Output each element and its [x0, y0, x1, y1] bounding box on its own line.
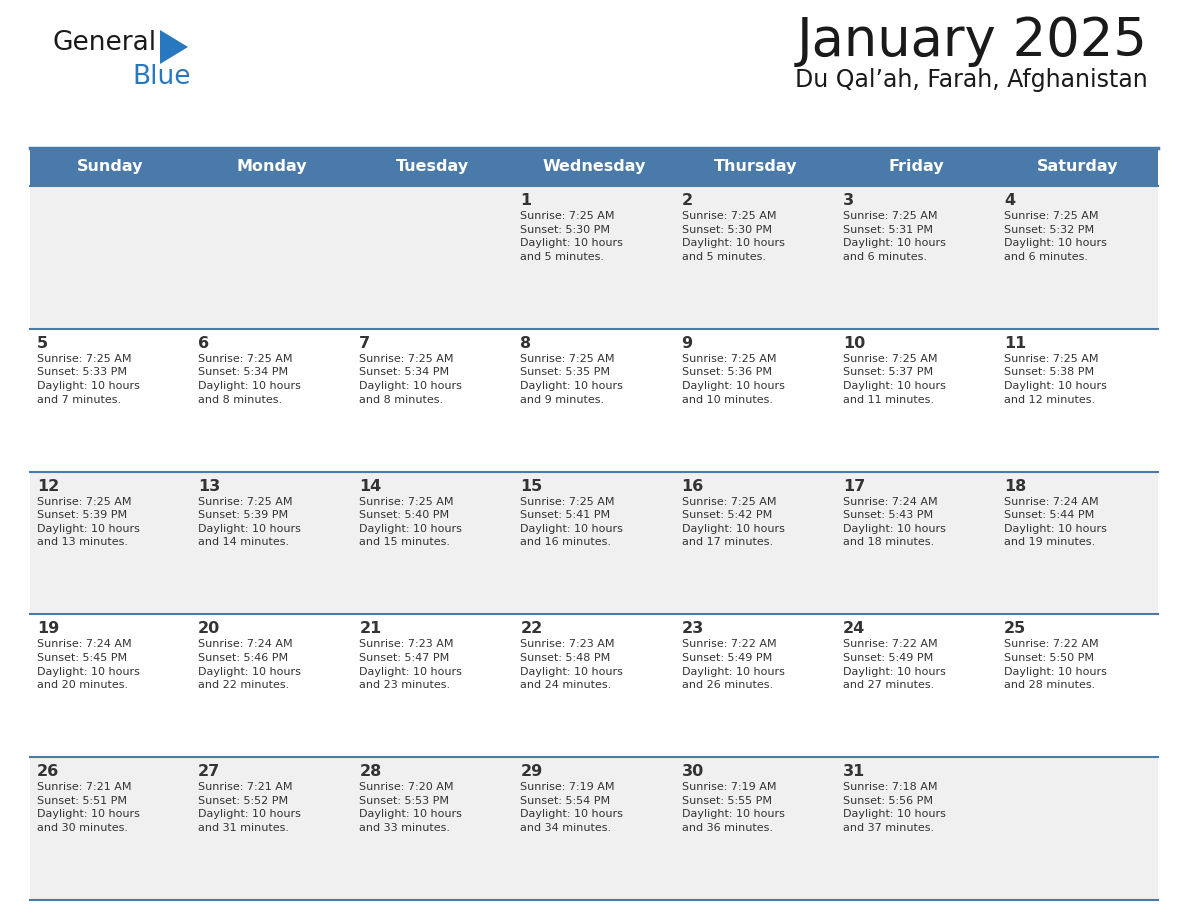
Text: Sunrise: 7:24 AM
Sunset: 5:45 PM
Daylight: 10 hours
and 20 minutes.: Sunrise: 7:24 AM Sunset: 5:45 PM Dayligh… [37, 640, 140, 690]
Text: 29: 29 [520, 764, 543, 779]
Text: 21: 21 [359, 621, 381, 636]
Text: Sunrise: 7:25 AM
Sunset: 5:35 PM
Daylight: 10 hours
and 9 minutes.: Sunrise: 7:25 AM Sunset: 5:35 PM Dayligh… [520, 353, 624, 405]
Text: Sunrise: 7:25 AM
Sunset: 5:42 PM
Daylight: 10 hours
and 17 minutes.: Sunrise: 7:25 AM Sunset: 5:42 PM Dayligh… [682, 497, 784, 547]
Bar [30, 186, 1158, 329]
Text: Sunrise: 7:24 AM
Sunset: 5:46 PM
Daylight: 10 hours
and 22 minutes.: Sunrise: 7:24 AM Sunset: 5:46 PM Dayligh… [198, 640, 301, 690]
Text: Wednesday: Wednesday [542, 160, 646, 174]
Text: 1: 1 [520, 193, 531, 208]
Text: Sunrise: 7:22 AM
Sunset: 5:50 PM
Daylight: 10 hours
and 28 minutes.: Sunrise: 7:22 AM Sunset: 5:50 PM Dayligh… [1004, 640, 1107, 690]
Text: Sunrise: 7:25 AM
Sunset: 5:37 PM
Daylight: 10 hours
and 11 minutes.: Sunrise: 7:25 AM Sunset: 5:37 PM Dayligh… [842, 353, 946, 405]
Text: Sunrise: 7:25 AM
Sunset: 5:40 PM
Daylight: 10 hours
and 15 minutes.: Sunrise: 7:25 AM Sunset: 5:40 PM Dayligh… [359, 497, 462, 547]
Bar [30, 614, 1158, 757]
Text: 18: 18 [1004, 478, 1026, 494]
Polygon shape [160, 30, 188, 64]
Text: Sunrise: 7:24 AM
Sunset: 5:43 PM
Daylight: 10 hours
and 18 minutes.: Sunrise: 7:24 AM Sunset: 5:43 PM Dayligh… [842, 497, 946, 547]
Text: Monday: Monday [236, 160, 307, 174]
Text: Blue: Blue [132, 64, 190, 90]
Text: Sunrise: 7:25 AM
Sunset: 5:39 PM
Daylight: 10 hours
and 14 minutes.: Sunrise: 7:25 AM Sunset: 5:39 PM Dayligh… [198, 497, 301, 547]
Text: Sunrise: 7:25 AM
Sunset: 5:36 PM
Daylight: 10 hours
and 10 minutes.: Sunrise: 7:25 AM Sunset: 5:36 PM Dayligh… [682, 353, 784, 405]
Text: 5: 5 [37, 336, 49, 351]
Text: General: General [52, 30, 156, 56]
Text: Sunrise: 7:25 AM
Sunset: 5:33 PM
Daylight: 10 hours
and 7 minutes.: Sunrise: 7:25 AM Sunset: 5:33 PM Dayligh… [37, 353, 140, 405]
Text: Sunrise: 7:25 AM
Sunset: 5:30 PM
Daylight: 10 hours
and 5 minutes.: Sunrise: 7:25 AM Sunset: 5:30 PM Dayligh… [682, 211, 784, 262]
Text: Saturday: Saturday [1037, 160, 1118, 174]
Text: 17: 17 [842, 478, 865, 494]
Text: Sunrise: 7:25 AM
Sunset: 5:34 PM
Daylight: 10 hours
and 8 minutes.: Sunrise: 7:25 AM Sunset: 5:34 PM Dayligh… [198, 353, 301, 405]
Text: 19: 19 [37, 621, 59, 636]
Text: Sunrise: 7:23 AM
Sunset: 5:48 PM
Daylight: 10 hours
and 24 minutes.: Sunrise: 7:23 AM Sunset: 5:48 PM Dayligh… [520, 640, 624, 690]
Bar [30, 757, 1158, 900]
Text: 3: 3 [842, 193, 854, 208]
Text: 23: 23 [682, 621, 703, 636]
Text: 24: 24 [842, 621, 865, 636]
Text: Sunrise: 7:25 AM
Sunset: 5:41 PM
Daylight: 10 hours
and 16 minutes.: Sunrise: 7:25 AM Sunset: 5:41 PM Dayligh… [520, 497, 624, 547]
Text: Sunday: Sunday [77, 160, 144, 174]
Text: 10: 10 [842, 336, 865, 351]
Text: 8: 8 [520, 336, 531, 351]
Text: Sunrise: 7:22 AM
Sunset: 5:49 PM
Daylight: 10 hours
and 26 minutes.: Sunrise: 7:22 AM Sunset: 5:49 PM Dayligh… [682, 640, 784, 690]
Bar [30, 472, 1158, 614]
Text: 22: 22 [520, 621, 543, 636]
Text: 7: 7 [359, 336, 371, 351]
Text: 30: 30 [682, 764, 703, 779]
Text: 31: 31 [842, 764, 865, 779]
Text: Friday: Friday [889, 160, 944, 174]
Text: 2: 2 [682, 193, 693, 208]
Text: Tuesday: Tuesday [397, 160, 469, 174]
Text: 16: 16 [682, 478, 703, 494]
Text: 27: 27 [198, 764, 221, 779]
Text: 9: 9 [682, 336, 693, 351]
Text: 4: 4 [1004, 193, 1015, 208]
Text: Du Qal’ah, Farah, Afghanistan: Du Qal’ah, Farah, Afghanistan [795, 68, 1148, 92]
Text: Sunrise: 7:22 AM
Sunset: 5:49 PM
Daylight: 10 hours
and 27 minutes.: Sunrise: 7:22 AM Sunset: 5:49 PM Dayligh… [842, 640, 946, 690]
Text: 26: 26 [37, 764, 59, 779]
Text: Sunrise: 7:19 AM
Sunset: 5:54 PM
Daylight: 10 hours
and 34 minutes.: Sunrise: 7:19 AM Sunset: 5:54 PM Dayligh… [520, 782, 624, 833]
Text: 14: 14 [359, 478, 381, 494]
Text: Sunrise: 7:25 AM
Sunset: 5:31 PM
Daylight: 10 hours
and 6 minutes.: Sunrise: 7:25 AM Sunset: 5:31 PM Dayligh… [842, 211, 946, 262]
Text: Sunrise: 7:25 AM
Sunset: 5:30 PM
Daylight: 10 hours
and 5 minutes.: Sunrise: 7:25 AM Sunset: 5:30 PM Dayligh… [520, 211, 624, 262]
Text: 15: 15 [520, 478, 543, 494]
Text: Sunrise: 7:21 AM
Sunset: 5:51 PM
Daylight: 10 hours
and 30 minutes.: Sunrise: 7:21 AM Sunset: 5:51 PM Dayligh… [37, 782, 140, 833]
Text: 25: 25 [1004, 621, 1026, 636]
Text: 6: 6 [198, 336, 209, 351]
Text: Sunrise: 7:21 AM
Sunset: 5:52 PM
Daylight: 10 hours
and 31 minutes.: Sunrise: 7:21 AM Sunset: 5:52 PM Dayligh… [198, 782, 301, 833]
Text: 28: 28 [359, 764, 381, 779]
Text: Sunrise: 7:19 AM
Sunset: 5:55 PM
Daylight: 10 hours
and 36 minutes.: Sunrise: 7:19 AM Sunset: 5:55 PM Dayligh… [682, 782, 784, 833]
Text: 20: 20 [198, 621, 221, 636]
Text: Sunrise: 7:23 AM
Sunset: 5:47 PM
Daylight: 10 hours
and 23 minutes.: Sunrise: 7:23 AM Sunset: 5:47 PM Dayligh… [359, 640, 462, 690]
Text: 11: 11 [1004, 336, 1026, 351]
Bar [30, 148, 1158, 186]
Text: Sunrise: 7:20 AM
Sunset: 5:53 PM
Daylight: 10 hours
and 33 minutes.: Sunrise: 7:20 AM Sunset: 5:53 PM Dayligh… [359, 782, 462, 833]
Text: Thursday: Thursday [713, 160, 797, 174]
Text: January 2025: January 2025 [797, 15, 1148, 67]
Text: Sunrise: 7:25 AM
Sunset: 5:32 PM
Daylight: 10 hours
and 6 minutes.: Sunrise: 7:25 AM Sunset: 5:32 PM Dayligh… [1004, 211, 1107, 262]
Text: Sunrise: 7:25 AM
Sunset: 5:38 PM
Daylight: 10 hours
and 12 minutes.: Sunrise: 7:25 AM Sunset: 5:38 PM Dayligh… [1004, 353, 1107, 405]
Text: Sunrise: 7:24 AM
Sunset: 5:44 PM
Daylight: 10 hours
and 19 minutes.: Sunrise: 7:24 AM Sunset: 5:44 PM Dayligh… [1004, 497, 1107, 547]
Text: Sunrise: 7:18 AM
Sunset: 5:56 PM
Daylight: 10 hours
and 37 minutes.: Sunrise: 7:18 AM Sunset: 5:56 PM Dayligh… [842, 782, 946, 833]
Bar [30, 329, 1158, 472]
Text: Sunrise: 7:25 AM
Sunset: 5:34 PM
Daylight: 10 hours
and 8 minutes.: Sunrise: 7:25 AM Sunset: 5:34 PM Dayligh… [359, 353, 462, 405]
Text: 12: 12 [37, 478, 59, 494]
Text: Sunrise: 7:25 AM
Sunset: 5:39 PM
Daylight: 10 hours
and 13 minutes.: Sunrise: 7:25 AM Sunset: 5:39 PM Dayligh… [37, 497, 140, 547]
Text: 13: 13 [198, 478, 221, 494]
